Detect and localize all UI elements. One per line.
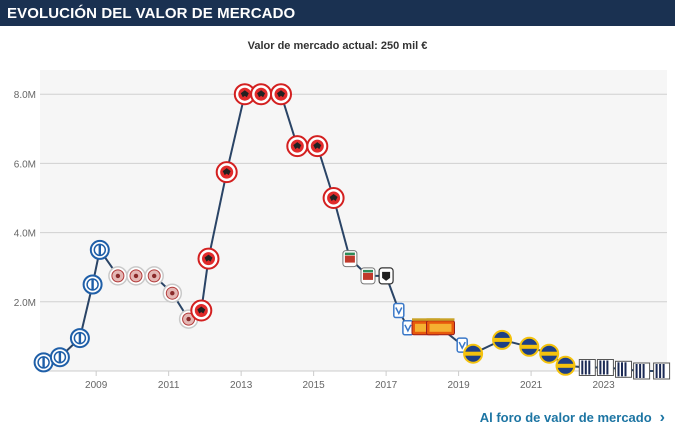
data-point-frankfurt-crest[interactable] xyxy=(306,135,329,158)
chart-title: Valor de mercado actual: 250 mil € xyxy=(247,40,428,52)
chevron-right-icon: › xyxy=(659,409,665,426)
x-tick-label: 2021 xyxy=(520,380,543,391)
y-tick-label: 6.0M xyxy=(14,159,36,170)
data-point-dynamo-crest[interactable] xyxy=(402,320,414,336)
x-tick-label: 2019 xyxy=(447,380,470,391)
data-point-schalke-crest[interactable] xyxy=(82,274,103,295)
data-point-sturm-crest[interactable] xyxy=(378,267,394,285)
data-point-frankfurt-crest[interactable] xyxy=(286,135,309,158)
data-point-stpauli-crest[interactable] xyxy=(178,309,199,329)
data-point-schalke-crest[interactable] xyxy=(89,239,110,260)
data-point-dynamo-crest[interactable] xyxy=(393,302,405,319)
x-tick-label: 2011 xyxy=(158,380,180,391)
forum-link-label: Al foro de valor de mercado xyxy=(479,410,652,425)
data-point-stpauli-crest[interactable] xyxy=(144,266,164,286)
data-point-boca-crest[interactable] xyxy=(519,336,540,357)
data-point-schalke-crest[interactable] xyxy=(33,352,54,373)
market-value-forum-link[interactable]: Al foro de valor de mercado › xyxy=(479,409,665,426)
data-point-roma-crest[interactable] xyxy=(426,318,455,336)
data-point-boca-crest[interactable] xyxy=(492,329,513,350)
data-point-boca-crest[interactable] xyxy=(539,343,560,364)
data-point-augsburg-crest[interactable] xyxy=(360,267,376,285)
data-point-frankfurt-crest[interactable] xyxy=(250,83,273,106)
market-value-chart: Valor de mercado actual: 250 mil € 2.0M 4… xyxy=(0,26,675,438)
data-point-frankfurt-crest[interactable] xyxy=(270,83,292,106)
x-tick-label: 2015 xyxy=(303,380,326,391)
data-point-stpauli-crest[interactable] xyxy=(126,266,146,286)
x-tick-label: 2009 xyxy=(85,380,108,391)
data-point-alianza-crest[interactable] xyxy=(596,359,614,376)
data-point-frankfurt-crest[interactable] xyxy=(233,83,256,106)
x-tick-label: 2023 xyxy=(592,380,615,391)
data-point-stpauli-crest[interactable] xyxy=(108,266,128,286)
data-point-alianza-crest[interactable] xyxy=(615,360,632,378)
data-point-frankfurt-crest[interactable] xyxy=(197,247,220,270)
data-point-schalke-crest[interactable] xyxy=(69,328,90,349)
x-tick-label: 2013 xyxy=(230,380,253,391)
chart-svg: 2.0M 4.0M 6.0M 8.0M 2009 2011 2013 2015 2017 2019… xyxy=(14,70,671,391)
data-point-frankfurt-crest[interactable] xyxy=(322,187,345,209)
data-point-boca-crest[interactable] xyxy=(463,343,484,364)
data-point-frankfurt-crest[interactable] xyxy=(215,161,238,184)
y-tick-label: 2.0M xyxy=(14,298,36,309)
data-point-boca-crest[interactable] xyxy=(555,355,576,376)
data-point-frankfurt-crest[interactable] xyxy=(190,299,213,322)
section-title: EVOLUCIÓN DEL VALOR DE MERCADO xyxy=(7,4,296,22)
x-tick-label: 2017 xyxy=(375,380,398,391)
data-point-alianza-crest[interactable] xyxy=(578,359,596,376)
data-point-alianza-crest[interactable] xyxy=(653,362,671,380)
data-point-stpauli-crest[interactable] xyxy=(162,283,183,303)
y-tick-label: 8.0M xyxy=(14,90,36,101)
plot-area xyxy=(40,70,667,371)
data-point-augsburg-crest[interactable] xyxy=(342,250,358,268)
y-tick-label: 4.0M xyxy=(14,229,36,240)
data-point-schalke-crest[interactable] xyxy=(49,347,70,368)
data-point-alianza-crest[interactable] xyxy=(633,362,651,380)
section-header: EVOLUCIÓN DEL VALOR DE MERCADO xyxy=(0,0,675,26)
